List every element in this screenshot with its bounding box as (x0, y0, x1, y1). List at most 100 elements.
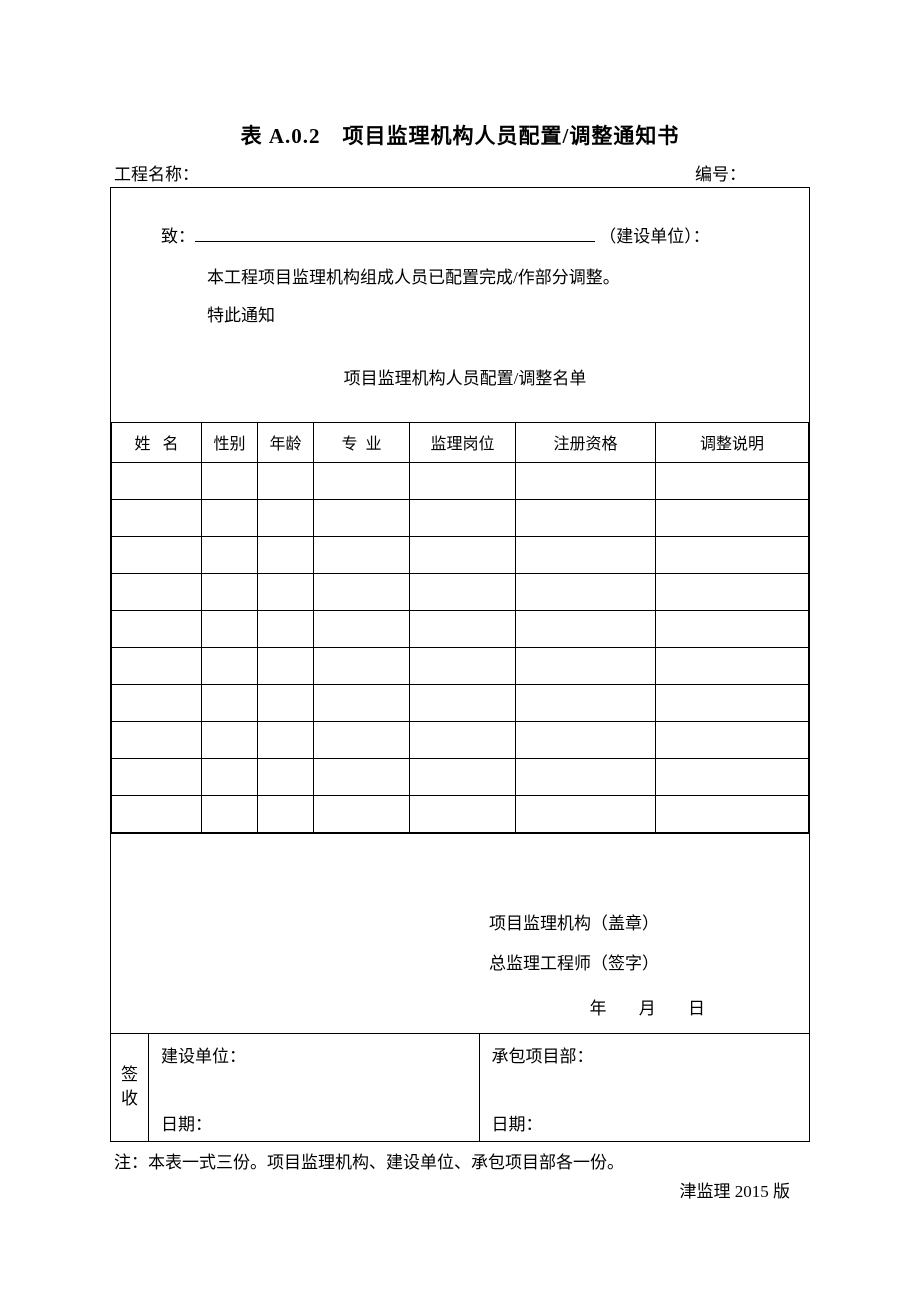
table-cell[interactable] (258, 536, 314, 573)
table-cell[interactable] (656, 647, 809, 684)
table-cell[interactable] (656, 462, 809, 499)
table-cell[interactable] (112, 721, 202, 758)
table-cell[interactable] (202, 573, 258, 610)
table-cell[interactable] (202, 721, 258, 758)
footnote: 注：本表一式三份。项目监理机构、建设单位、承包项目部各一份。 (110, 1142, 810, 1173)
table-cell[interactable] (202, 647, 258, 684)
table-row (112, 610, 809, 647)
col-post: 监理岗位 (410, 422, 516, 462)
table-cell[interactable] (314, 536, 410, 573)
table-cell[interactable] (258, 721, 314, 758)
table-cell[interactable] (202, 536, 258, 573)
table-cell[interactable] (258, 684, 314, 721)
col-major: 专业 (314, 422, 410, 462)
table-row (112, 536, 809, 573)
intro-line-1: 本工程项目监理机构组成人员已配置完成/作部分调整。 (161, 259, 769, 296)
roster-title: 项目监理机构人员配置/调整名单 (161, 360, 769, 397)
to-blank[interactable] (195, 224, 595, 242)
table-cell[interactable] (656, 758, 809, 795)
table-cell[interactable] (410, 573, 516, 610)
table-cell[interactable] (314, 721, 410, 758)
table-cell[interactable] (314, 795, 410, 832)
table-row (112, 499, 809, 536)
table-cell[interactable] (258, 462, 314, 499)
table-cell[interactable] (410, 758, 516, 795)
col-age: 年龄 (258, 422, 314, 462)
table-cell[interactable] (656, 499, 809, 536)
header-line: 工程名称： 编号： (110, 160, 810, 187)
table-cell[interactable] (258, 758, 314, 795)
table-cell[interactable] (410, 684, 516, 721)
col-note: 调整说明 (656, 422, 809, 462)
table-row (112, 758, 809, 795)
table-cell[interactable] (516, 721, 656, 758)
table-cell[interactable] (258, 647, 314, 684)
col-name: 姓名 (112, 422, 202, 462)
table-cell[interactable] (314, 462, 410, 499)
signature-org: 项目监理机构（盖章） (489, 904, 659, 945)
table-row (112, 573, 809, 610)
table-cell[interactable] (202, 499, 258, 536)
table-cell[interactable] (516, 536, 656, 573)
table-cell[interactable] (112, 758, 202, 795)
table-cell[interactable] (516, 758, 656, 795)
form-title: 表 A.0.2 项目监理机构人员配置/调整通知书 (110, 120, 810, 150)
table-cell[interactable] (112, 647, 202, 684)
table-cell[interactable] (410, 462, 516, 499)
table-cell[interactable] (410, 536, 516, 573)
table-cell[interactable] (410, 647, 516, 684)
table-cell[interactable] (112, 499, 202, 536)
table-cell[interactable] (202, 795, 258, 832)
table-cell[interactable] (410, 795, 516, 832)
table-cell[interactable] (258, 795, 314, 832)
signature-block: 项目监理机构（盖章） 总监理工程师（签字） 年 月 日 (111, 833, 809, 1033)
table-cell[interactable] (516, 573, 656, 610)
receipt-label: 签 收 (111, 1034, 149, 1141)
to-label: 致： (161, 227, 195, 246)
table-cell[interactable] (202, 758, 258, 795)
table-cell[interactable] (112, 573, 202, 610)
table-cell[interactable] (656, 610, 809, 647)
table-cell[interactable] (202, 462, 258, 499)
table-cell[interactable] (656, 536, 809, 573)
table-cell[interactable] (314, 499, 410, 536)
table-cell[interactable] (258, 573, 314, 610)
table-cell[interactable] (112, 684, 202, 721)
table-cell[interactable] (516, 610, 656, 647)
table-cell[interactable] (112, 795, 202, 832)
signature-engineer: 总监理工程师（签字） (489, 944, 659, 985)
project-name-label: 工程名称： (114, 160, 199, 185)
table-cell[interactable] (112, 536, 202, 573)
table-cell[interactable] (516, 795, 656, 832)
table-cell[interactable] (112, 610, 202, 647)
table-cell[interactable] (410, 610, 516, 647)
table-cell[interactable] (656, 573, 809, 610)
receipt-label-2: 收 (121, 1087, 138, 1111)
roster-table: 姓名 性别 年龄 专业 监理岗位 注册资格 调整说明 (111, 422, 809, 833)
table-cell[interactable] (516, 499, 656, 536)
table-cell[interactable] (516, 647, 656, 684)
form-number-label: 编号： (695, 160, 746, 185)
table-cell[interactable] (656, 795, 809, 832)
table-cell[interactable] (112, 462, 202, 499)
to-suffix: （建设单位）： (599, 227, 710, 246)
table-cell[interactable] (202, 610, 258, 647)
table-cell[interactable] (314, 573, 410, 610)
table-cell[interactable] (314, 684, 410, 721)
receipt-left-top: 建设单位： (161, 1042, 467, 1067)
table-cell[interactable] (258, 499, 314, 536)
receipt-right-bottom: 日期： (492, 1110, 798, 1135)
table-cell[interactable] (258, 610, 314, 647)
table-cell[interactable] (516, 684, 656, 721)
table-cell[interactable] (202, 684, 258, 721)
table-cell[interactable] (656, 721, 809, 758)
table-cell[interactable] (410, 499, 516, 536)
table-cell[interactable] (516, 462, 656, 499)
table-cell[interactable] (410, 721, 516, 758)
table-cell[interactable] (314, 647, 410, 684)
receipt-block: 签 收 建设单位： 日期： 承包项目部： 日期： (111, 1033, 809, 1141)
table-cell[interactable] (314, 610, 410, 647)
table-cell[interactable] (656, 684, 809, 721)
version: 津监理 2015 版 (110, 1173, 810, 1202)
table-cell[interactable] (314, 758, 410, 795)
